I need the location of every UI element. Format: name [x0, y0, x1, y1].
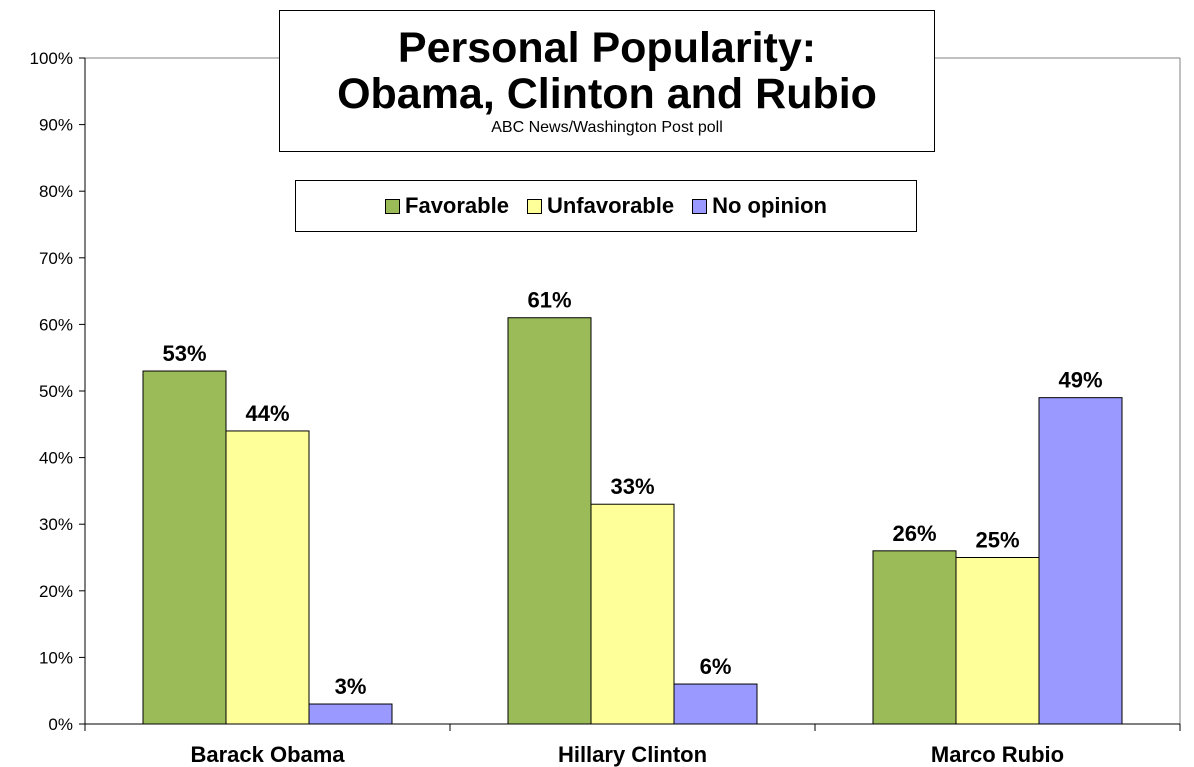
chart-title-line2: Obama, Clinton and Rubio: [337, 70, 877, 118]
data-label: 49%: [1058, 368, 1102, 393]
legend-label-favorable: Favorable: [405, 193, 509, 218]
chart-title-box: Personal Popularity: Obama, Clinton and …: [279, 10, 935, 152]
data-label: 26%: [892, 521, 936, 546]
legend-swatch-favorable: [385, 198, 401, 214]
data-label: 33%: [610, 474, 654, 499]
data-label: 61%: [527, 288, 571, 313]
data-label: 25%: [975, 528, 1019, 553]
y-tick-label: 100%: [30, 49, 73, 68]
x-category-label: Barack Obama: [190, 742, 345, 767]
data-label: 3%: [335, 674, 367, 699]
legend-label-unfavorable: Unfavorable: [546, 193, 675, 218]
y-tick-label: 10%: [39, 648, 73, 667]
bar-no-opinion: [1038, 397, 1123, 725]
legend-item-no-opinion: No opinion: [692, 193, 827, 219]
bar-favorable: [507, 317, 592, 725]
legend-swatch-no-opinion: [692, 198, 708, 214]
y-tick-label: 40%: [39, 449, 73, 468]
y-tick-label: 70%: [39, 249, 73, 268]
chart-title: Personal Popularity:: [397, 24, 817, 72]
chart-bars: [142, 317, 1123, 725]
y-tick-label: 0%: [48, 715, 73, 734]
x-category-label: Marco Rubio: [931, 742, 1064, 767]
bar-no-opinion: [673, 683, 758, 725]
y-tick-label: 80%: [39, 182, 73, 201]
y-tick-label: 50%: [39, 382, 73, 401]
data-label: 6%: [700, 654, 732, 679]
data-label: 53%: [162, 341, 206, 366]
chart-subtitle: ABC News/Washington Post poll: [491, 119, 723, 136]
legend-item-unfavorable: Unfavorable: [526, 193, 675, 219]
y-tick-label: 90%: [39, 116, 73, 135]
chart-legend: Favorable Unfavorable No opinion: [295, 180, 917, 232]
bar-favorable: [142, 370, 227, 725]
legend-item-favorable: Favorable: [385, 193, 509, 219]
bar-no-opinion: [308, 703, 393, 725]
data-label: 44%: [245, 401, 289, 426]
bar-unfavorable: [955, 557, 1040, 725]
bar-favorable: [872, 550, 957, 725]
y-tick-label: 20%: [39, 582, 73, 601]
bar-unfavorable: [590, 503, 675, 725]
chart-labels: 53% 44% 3% 61% 33% 6% 26% 25% 49%: [162, 288, 1102, 699]
y-tick-label: 30%: [39, 515, 73, 534]
chart-axes: 0% 10% 20% 30% 40% 50% 60% 70% 80% 90% 100% Barack …: [30, 49, 1181, 767]
y-tick-label: 60%: [39, 315, 73, 334]
bar-unfavorable: [225, 430, 310, 725]
legend-label-no-opinion: No opinion: [712, 193, 827, 218]
legend-swatch-unfavorable: [526, 198, 542, 214]
x-category-label: Hillary Clinton: [558, 742, 707, 767]
